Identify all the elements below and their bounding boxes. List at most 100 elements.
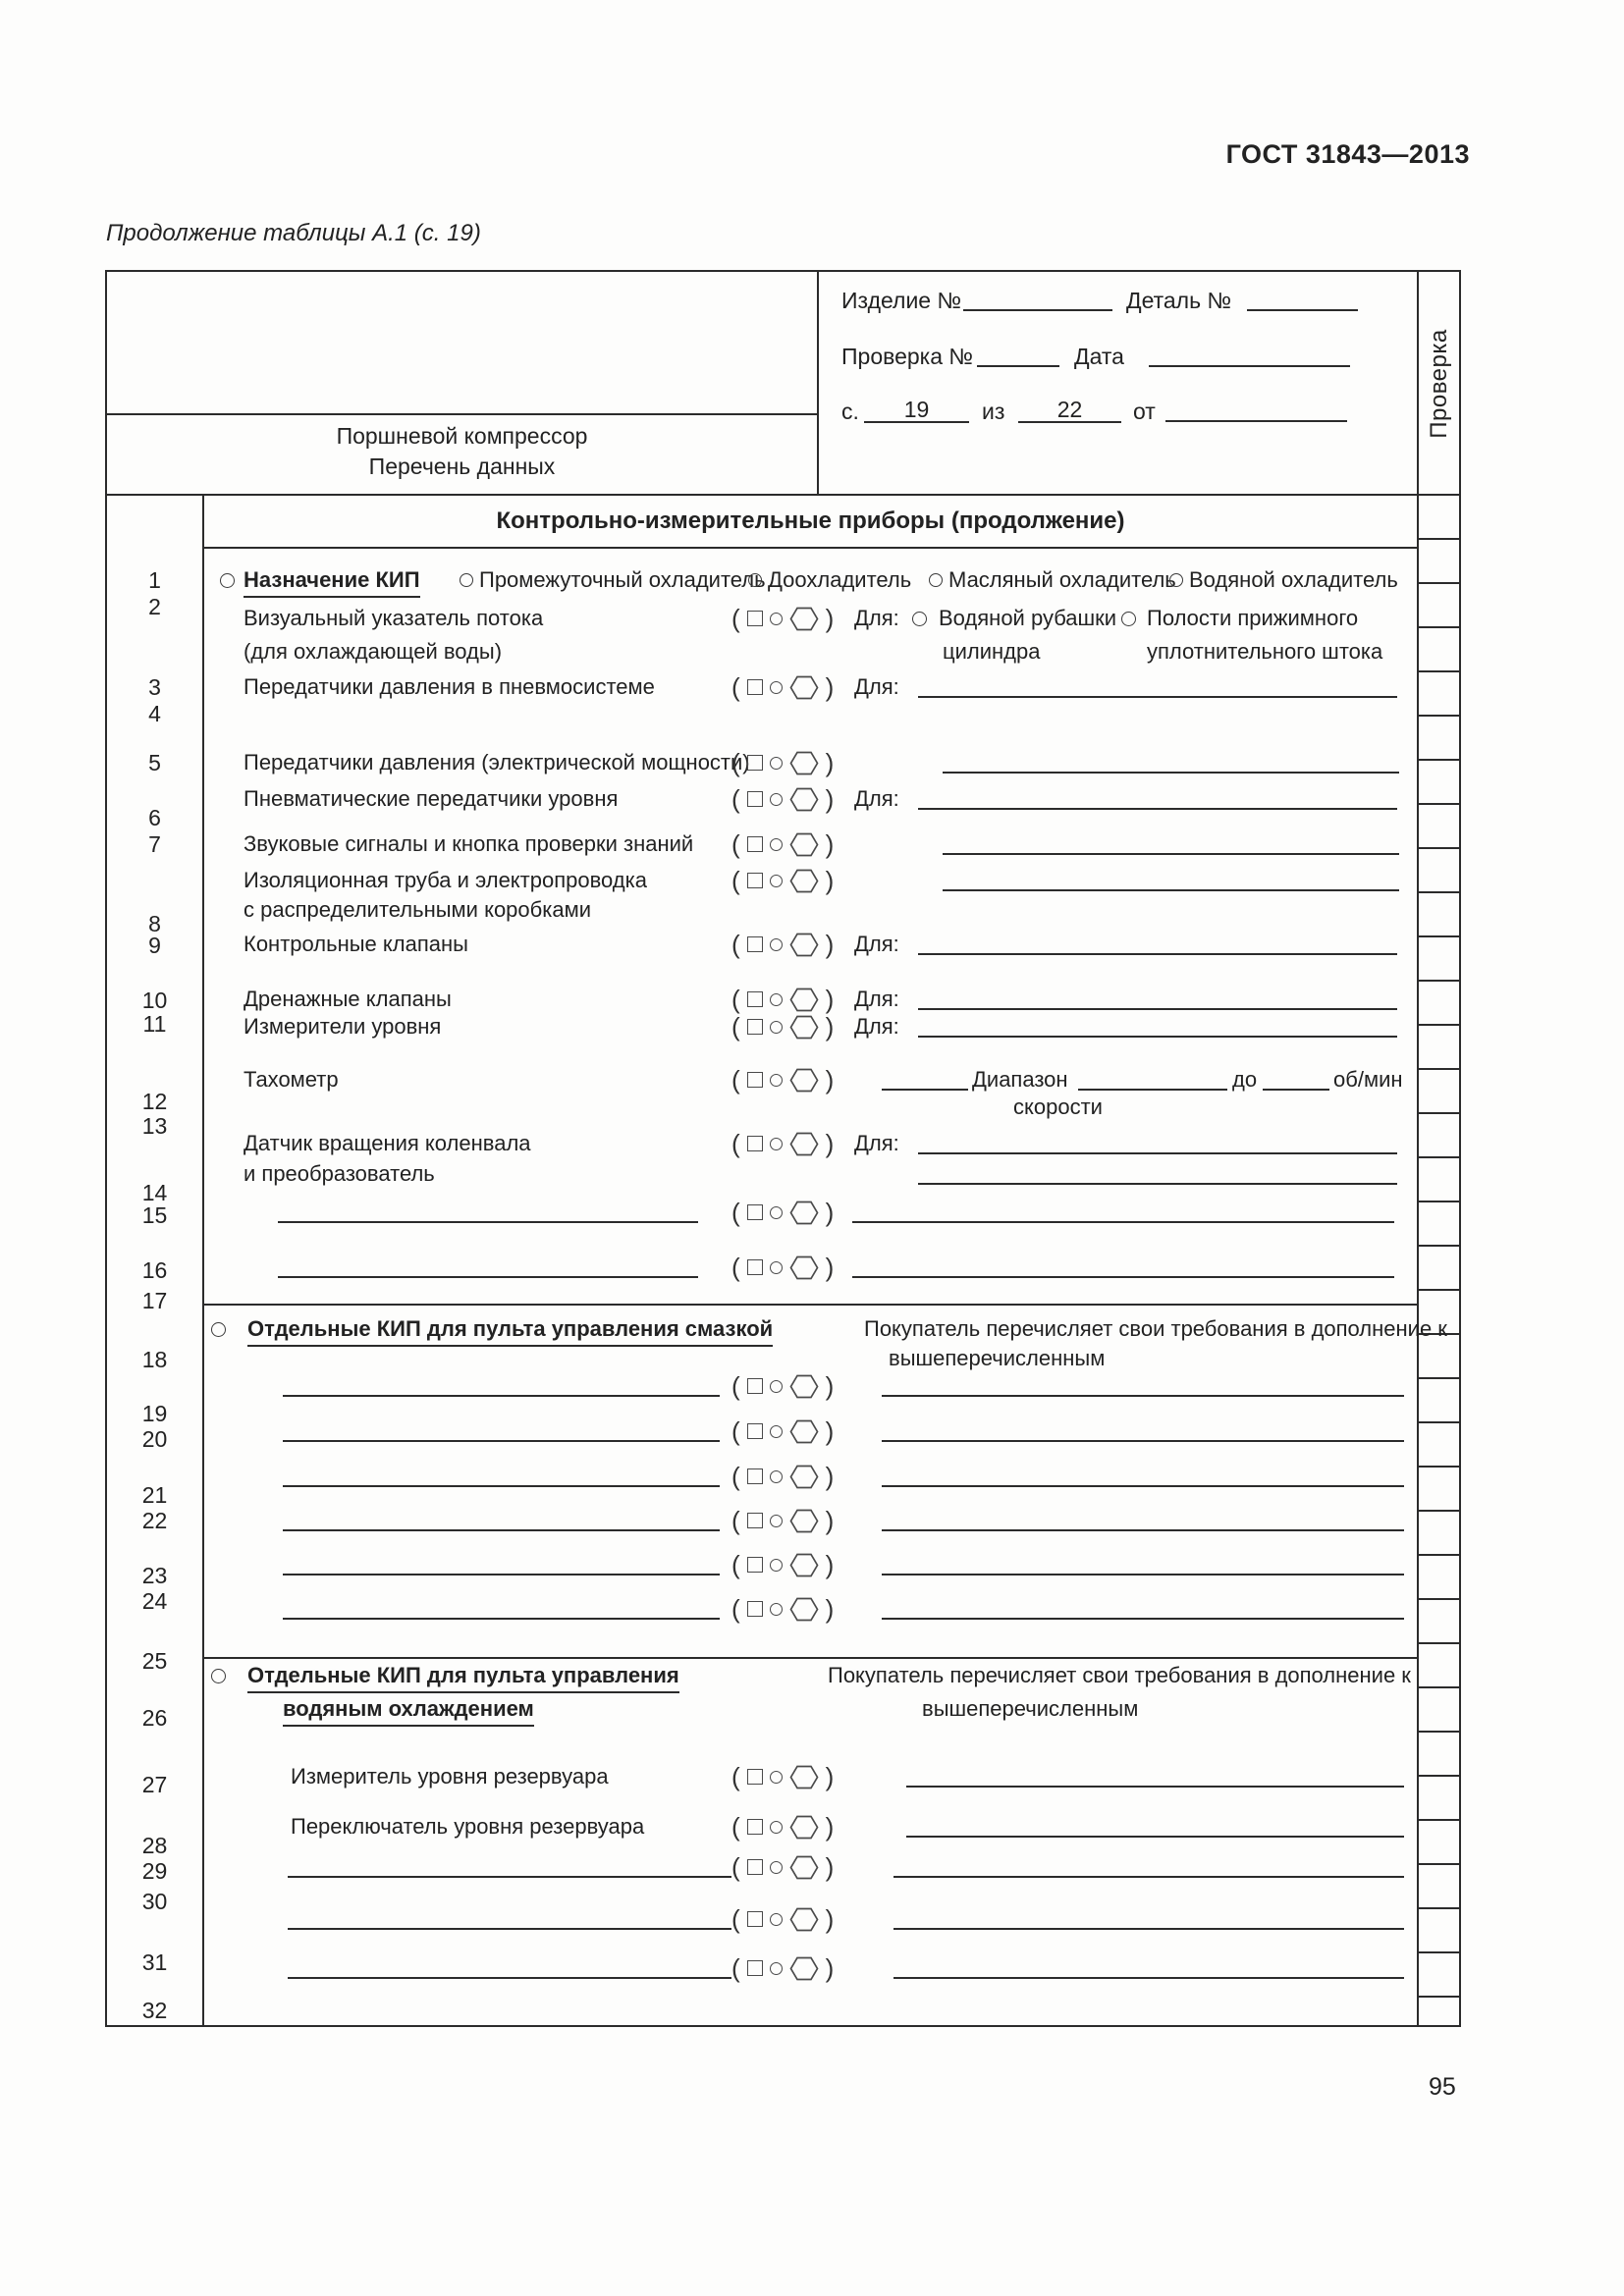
row-label: Измерители уровня xyxy=(244,1014,442,1039)
circle-code-icon xyxy=(769,1424,783,1438)
square-code-icon xyxy=(746,1019,763,1035)
fill-in-blank xyxy=(882,1371,1404,1397)
row-label: Дренажные клапаны xyxy=(244,987,452,1011)
circle-code-icon xyxy=(769,1137,783,1150)
square-code-icon xyxy=(746,1072,763,1088)
item-no-label: Изделие № xyxy=(841,288,962,313)
range-label: Диапазон xyxy=(972,1067,1068,1092)
circle-code-icon xyxy=(769,1514,783,1527)
selection-code-symbols xyxy=(731,829,834,859)
hexagon-code-icon xyxy=(789,1068,819,1093)
form-title-block: Поршневой компрессор Перечень данных xyxy=(107,272,819,496)
reservoir-level-gauge-row: Измеритель уровня резервуара xyxy=(204,1762,1417,1791)
fill-in-blank xyxy=(283,1371,720,1397)
fill-in-blank xyxy=(882,1506,1404,1531)
blank-entry-row xyxy=(204,1462,1417,1491)
sheet-line: с. 19 из 22 от xyxy=(819,397,1417,426)
selection-code-symbols xyxy=(731,1253,834,1282)
buyer-note-line1: Покупатель перечисляет свои требования в… xyxy=(864,1316,1447,1341)
from-label: от xyxy=(1133,399,1156,424)
fill-in-blank xyxy=(283,1594,720,1620)
buyer-note-line1: Покупатель перечисляет свои требования в… xyxy=(828,1663,1411,1687)
line-number: 17 xyxy=(141,1288,168,1313)
selection-code-symbols xyxy=(731,1852,834,1882)
blank-entry-row xyxy=(204,1416,1417,1446)
to-label: до xyxy=(1232,1067,1258,1092)
hexagon-code-icon xyxy=(789,607,819,631)
circle-code-icon xyxy=(769,1469,783,1483)
cooling-panel-heading-line1: Отдельные КИП для пульта управления xyxy=(247,1661,679,1693)
square-code-icon xyxy=(746,1259,763,1275)
blank-entry-row xyxy=(204,1506,1417,1535)
circle-code-icon xyxy=(769,1602,783,1616)
check-no-label: Проверка № xyxy=(841,344,974,369)
row-label: Изоляционная труба и электропроводка xyxy=(244,868,647,892)
fill-in-blank xyxy=(882,1550,1404,1575)
blank-entry-row xyxy=(204,1904,1417,1934)
line-number: 14 xyxy=(141,1180,168,1205)
sound-signals-row: Звуковые сигналы и кнопка проверки знани… xyxy=(204,829,1417,859)
fill-in-blank xyxy=(852,1253,1394,1278)
fill-in-blank xyxy=(918,985,1397,1010)
line-number: 19 xyxy=(141,1401,168,1426)
hexagon-code-icon xyxy=(789,787,819,812)
for-label: Для: xyxy=(854,1014,899,1039)
option-oil-cooler: Масляный охладитель xyxy=(929,565,1176,595)
square-code-icon xyxy=(746,1911,763,1927)
fill-in-blank xyxy=(283,1550,720,1575)
row-label: с распределительными коробками xyxy=(244,897,592,922)
item-detail-line: Изделие № Деталь № xyxy=(819,286,1417,315)
hexagon-code-icon xyxy=(789,1015,819,1040)
buyer-note-line2: вышеперечисленным xyxy=(889,1346,1106,1370)
section-divider xyxy=(204,1304,1417,1306)
hexagon-code-icon xyxy=(789,933,819,957)
circle-code-icon xyxy=(769,756,783,770)
line-number: 2 xyxy=(148,594,161,619)
lube-panel-heading: Отдельные КИП для пульта управления смаз… xyxy=(247,1314,774,1347)
for-label: Для: xyxy=(854,932,899,956)
header-bottom-divider xyxy=(107,494,1459,496)
fill-in-blank xyxy=(1263,1065,1329,1091)
sheet-label: с. xyxy=(841,399,859,424)
line-number: 29 xyxy=(141,1858,168,1884)
hexagon-code-icon xyxy=(789,1597,819,1622)
square-code-icon xyxy=(746,936,763,952)
electric-pressure-transmitters-row: Передатчики давления (электрической мощн… xyxy=(204,748,1417,777)
hexagon-code-icon xyxy=(789,1255,819,1280)
tachometer-row-line2: скорости xyxy=(204,1093,1417,1122)
hexagon-code-icon xyxy=(789,1765,819,1789)
square-code-icon xyxy=(746,1601,763,1617)
line-number: 11 xyxy=(142,1011,167,1037)
line-number: 7 xyxy=(148,831,161,857)
verification-column-header: Проверка xyxy=(1417,272,1459,496)
square-code-icon xyxy=(746,1136,763,1151)
for-label: Для: xyxy=(854,1131,899,1155)
selection-code-symbols xyxy=(731,1198,834,1227)
line-number: 23 xyxy=(141,1563,168,1588)
line-number: 12 xyxy=(141,1089,168,1114)
fill-in-blank xyxy=(278,1253,698,1278)
row-label: Датчик вращения коленвала xyxy=(244,1131,531,1155)
line-number: 24 xyxy=(141,1588,168,1614)
circle-code-icon xyxy=(769,1961,783,1975)
for-label: Для: xyxy=(854,674,899,699)
verification-checkbox-column xyxy=(1417,496,1459,2025)
line-number: 31 xyxy=(141,1949,168,1975)
fill-in-blank xyxy=(943,748,1399,774)
fill-in-blank xyxy=(943,829,1399,855)
square-code-icon xyxy=(746,991,763,1007)
fill-in-blank xyxy=(882,1594,1404,1620)
fill-in-blank xyxy=(288,1904,731,1930)
selection-code-symbols xyxy=(731,1065,834,1095)
hexagon-code-icon xyxy=(789,675,819,700)
selection-code-symbols xyxy=(731,1953,834,1983)
square-code-icon xyxy=(746,755,763,771)
selection-code-symbols xyxy=(731,1506,834,1535)
row-label: Измеритель уровня резервуара xyxy=(291,1764,609,1789)
from-blank xyxy=(1165,397,1347,422)
cooling-panel-section-header-line2: водяным охлаждением вышеперечисленным xyxy=(204,1694,1417,1727)
blank-entry-row xyxy=(204,1253,1417,1282)
circle-code-icon xyxy=(769,1860,783,1874)
fill-in-blank xyxy=(288,1852,731,1878)
